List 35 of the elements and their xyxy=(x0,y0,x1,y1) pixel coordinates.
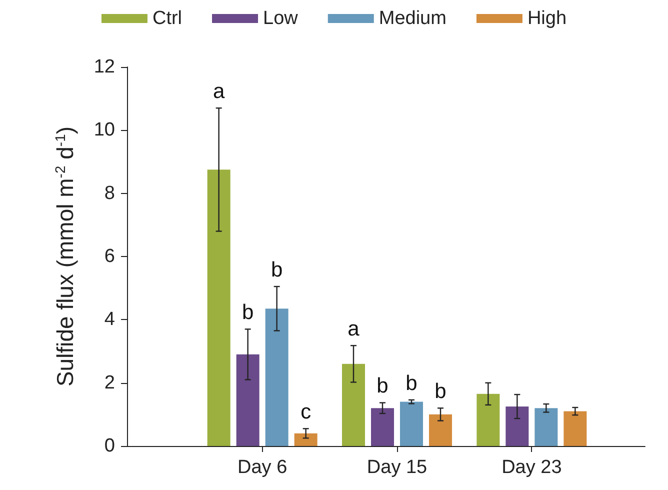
legend-label: Medium xyxy=(378,8,446,29)
x-tick-label: Day 15 xyxy=(366,457,428,478)
data-label: c xyxy=(300,400,312,424)
legend-label: High xyxy=(527,8,567,29)
bar xyxy=(371,408,394,446)
bar xyxy=(265,308,288,446)
bar xyxy=(476,394,500,446)
data-label: b xyxy=(242,301,254,324)
y-tick-label: 0 xyxy=(104,436,115,456)
data-label: a xyxy=(348,318,360,341)
bar xyxy=(294,433,318,446)
data-label: b xyxy=(270,258,283,282)
bar xyxy=(400,402,423,446)
y-tick-label: 2 xyxy=(104,372,115,394)
x-tick-label: Day 23 xyxy=(502,457,562,478)
bar xyxy=(506,406,529,446)
data-label: b xyxy=(376,374,388,398)
y-tick-label: 8 xyxy=(104,182,115,204)
data-label: b xyxy=(434,380,446,404)
y-tick-label: 6 xyxy=(104,246,115,267)
bar xyxy=(236,354,260,446)
bar xyxy=(207,170,230,446)
legend-label: Ctrl xyxy=(152,8,182,29)
bar xyxy=(534,408,558,446)
bar xyxy=(342,364,365,446)
x-tick-label: Day 6 xyxy=(238,457,288,478)
legend-label: Low xyxy=(263,8,298,29)
y-tick-label: 12 xyxy=(94,56,115,78)
y-tick-label: 4 xyxy=(104,309,116,330)
bar xyxy=(429,414,452,446)
data-label: b xyxy=(406,372,418,395)
bar xyxy=(564,411,587,446)
data-label: a xyxy=(212,80,225,104)
y-axis-title: Sulfide flux (mmol m-2 d-1) xyxy=(52,126,78,387)
y-tick-label: 10 xyxy=(94,120,115,141)
